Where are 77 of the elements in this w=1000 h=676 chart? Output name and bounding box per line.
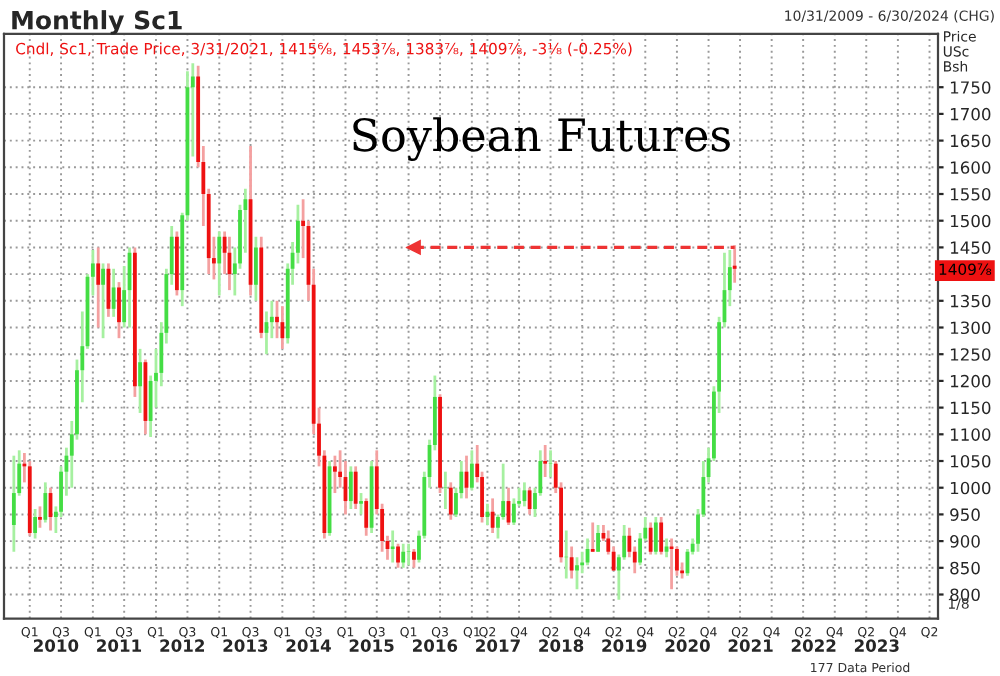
candlestick <box>138 347 142 415</box>
candlestick <box>38 505 42 530</box>
y-tick-label: 1500 <box>950 214 991 228</box>
candlestick <box>648 521 653 556</box>
candlestick <box>575 555 579 591</box>
candlestick <box>406 542 411 567</box>
y-tick-label: 1000 <box>950 481 991 495</box>
x2-tick-label: 2015 <box>349 639 394 652</box>
candlestick <box>396 542 400 570</box>
x2-tick-label: 2022 <box>791 639 836 652</box>
candlestick <box>569 545 574 580</box>
y-tick-label: 1200 <box>950 374 991 388</box>
candlestick <box>596 523 600 554</box>
candlestick <box>11 454 16 554</box>
candlestick <box>132 246 137 399</box>
x2-tick-label: 2019 <box>602 639 647 652</box>
annotation: Soybean Futures <box>353 117 730 161</box>
candlestick <box>117 280 121 340</box>
candlestick <box>669 537 674 591</box>
candlestick <box>364 497 369 538</box>
chart-title: Monthly Sc1 <box>12 10 182 35</box>
y-tick-label: 1050 <box>950 454 991 468</box>
x2-tick-label: 2011 <box>97 639 142 652</box>
candlestick <box>111 267 116 319</box>
candlestick <box>653 515 658 556</box>
candlestick <box>217 229 222 297</box>
y-tick-label: 950 <box>950 508 980 521</box>
candlestick <box>33 507 38 540</box>
x2-tick-label: 2013 <box>223 639 268 652</box>
candlestick <box>527 486 532 516</box>
x2-tick-label: 2018 <box>539 639 584 652</box>
candlestick <box>254 235 258 303</box>
y-tick-label: 1600 <box>950 161 991 174</box>
candlestick <box>333 454 337 495</box>
y-tick-label: 1300 <box>950 321 991 335</box>
y-tick-label: 1100 <box>950 428 991 441</box>
candlestick <box>448 480 453 522</box>
y-tick-label: 1150 <box>950 401 991 415</box>
candlestick <box>490 497 495 535</box>
candlestick <box>348 464 353 511</box>
candlestick <box>353 464 358 511</box>
y-tick-label: 850 <box>950 561 980 575</box>
y-tick-label: 1550 <box>950 187 991 201</box>
y-tick-label: 900 <box>950 535 980 548</box>
candlestick <box>548 448 553 479</box>
x2-tick-label: 2016 <box>412 639 458 652</box>
candlestick <box>664 537 669 559</box>
candlestick <box>43 480 48 524</box>
candlestick <box>401 542 406 570</box>
candlestick <box>359 491 363 516</box>
candlestick <box>412 547 416 570</box>
candlestick <box>443 470 448 511</box>
candlestick <box>438 392 442 495</box>
x2-tick-label: 2023 <box>854 639 899 652</box>
x2-tick-label: 2021 <box>728 639 773 652</box>
y-tick-label: 1750 <box>950 81 991 94</box>
y-tick-label: 1650 <box>950 134 991 148</box>
candlestick <box>659 515 664 556</box>
candlestick <box>543 443 548 479</box>
candlestick <box>280 304 285 351</box>
candlestick <box>469 448 474 492</box>
candlestick <box>732 243 737 285</box>
y-tick-label: 1250 <box>950 348 991 361</box>
x2-tick-label: 2017 <box>476 639 520 652</box>
y-tick-label: 1450 <box>950 241 991 254</box>
x2-tick-label: 2014 <box>286 639 331 652</box>
candlestick <box>101 262 105 340</box>
y-tick-label: 1700 <box>950 107 991 121</box>
candlestick <box>590 521 595 554</box>
y-tick-label: 800 <box>950 588 980 602</box>
candlestick <box>175 229 179 297</box>
candlestick <box>390 529 395 564</box>
x2-tick-label: 2020 <box>665 639 710 652</box>
candlestick <box>96 246 101 329</box>
y-tick-label: 1350 <box>950 294 991 308</box>
x2-tick-label: 2012 <box>160 639 204 652</box>
x2-tick-label: 2010 <box>33 639 79 652</box>
